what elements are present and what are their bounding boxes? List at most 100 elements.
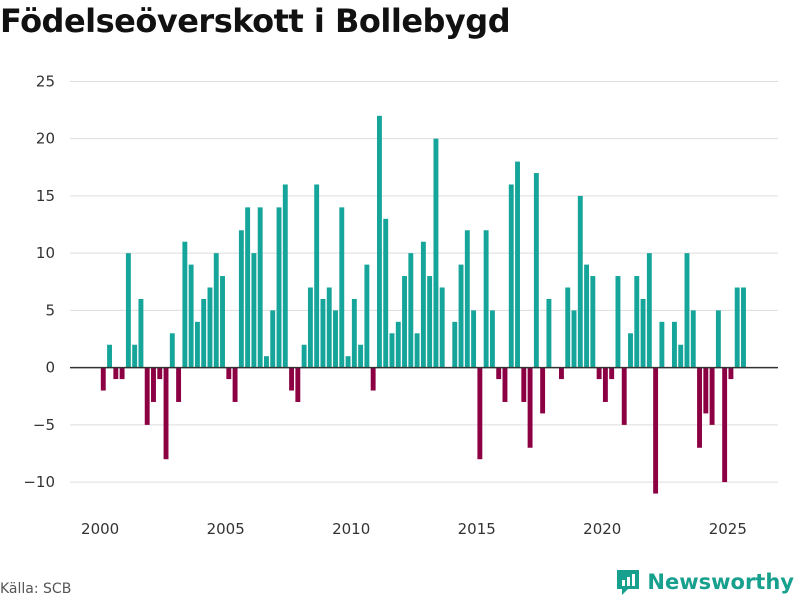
bar [602,367,608,402]
bar [697,367,702,448]
bar [565,287,571,368]
bar [226,367,232,380]
chart-title: Födelseöverskott i Bollebygd [0,2,511,40]
y-tick-label: 0 [45,359,55,377]
bar [703,367,709,414]
bar [113,367,119,380]
bar [621,367,627,425]
bar [339,207,345,368]
bar [483,230,489,368]
bar [289,367,295,391]
brand-logo[interactable]: Newsworthy [615,568,794,596]
bar [383,218,389,368]
bar [245,207,251,368]
bar [684,253,690,368]
bar [213,253,219,368]
bar [521,367,527,402]
bar [257,207,263,368]
bar [427,276,433,368]
bar [276,207,282,368]
bar [678,344,684,368]
bar [452,321,458,368]
x-axis-ticks: 2000 2005 2010 2015 2020 2025 [81,520,747,538]
x-tick-label: 2005 [207,520,245,538]
x-tick-label: 2010 [332,520,370,538]
y-tick-label: 10 [36,244,55,262]
bar [584,264,590,368]
bar [508,184,514,368]
bar [132,344,138,368]
bar [395,321,401,368]
bar [433,138,439,368]
bar [125,253,131,368]
bar [119,367,125,380]
y-axis-ticks: 25 20 15 10 5 0 −5 −10 [23,72,55,491]
bar [646,253,652,368]
bar [489,310,495,368]
y-tick-label: 15 [36,187,55,205]
y-tick-label: −10 [23,473,55,491]
bar [307,287,313,368]
bar [628,333,633,368]
bar [402,276,407,368]
bar [220,276,225,368]
bar [282,184,288,368]
bar [722,367,728,483]
bar [238,230,244,368]
bar [659,321,665,368]
bars [100,115,746,494]
bar [577,195,583,368]
y-tick-label: 25 [36,72,55,90]
bar [320,298,326,368]
bar [157,367,163,380]
x-tick-label: 2000 [81,520,119,538]
brand-name: Newsworthy [647,570,794,594]
bar [370,367,376,391]
bar [471,310,477,368]
bar [194,321,200,368]
bar [182,241,188,368]
y-tick-label: 5 [45,301,55,319]
bar [144,367,150,425]
bar [232,367,238,402]
bar [201,298,207,368]
bar [715,310,721,368]
bar [458,264,464,368]
bar [270,310,276,368]
bar [640,298,646,368]
bar [546,298,552,368]
bar [408,253,414,368]
bar [358,344,364,368]
bar [634,276,640,368]
bar [169,333,175,368]
bar [333,310,338,368]
y-tick-label: −5 [33,416,55,434]
bar [671,321,677,368]
bar [464,230,470,368]
bar [690,310,696,368]
bar [301,344,307,368]
bar [709,367,715,425]
bar [477,367,483,460]
bar [502,367,508,402]
bar [138,298,144,368]
bar [439,287,445,368]
bar [345,356,351,368]
bar [571,310,577,368]
bar [590,276,596,368]
x-tick-label: 2015 [458,520,496,538]
bar [376,115,382,368]
bar [615,276,621,368]
x-tick-label: 2020 [583,520,621,538]
bar [734,287,740,368]
bar [251,253,257,368]
bar [351,298,357,368]
gridlines [70,80,778,483]
bar [559,367,564,380]
bar [207,287,213,368]
bar [728,367,734,380]
bar [151,367,156,402]
bar [364,264,370,368]
source-label: Källa: SCB [0,581,72,597]
